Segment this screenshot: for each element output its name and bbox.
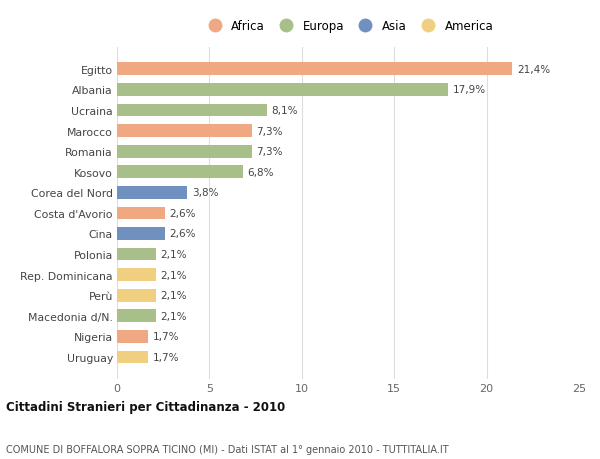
Bar — [117, 84, 448, 96]
Text: 17,9%: 17,9% — [452, 85, 485, 95]
Bar — [117, 351, 148, 364]
Text: 2,6%: 2,6% — [170, 229, 196, 239]
Text: 3,8%: 3,8% — [192, 188, 218, 198]
Text: 2,1%: 2,1% — [160, 270, 187, 280]
Bar — [117, 146, 252, 158]
Text: Cittadini Stranieri per Cittadinanza - 2010: Cittadini Stranieri per Cittadinanza - 2… — [6, 400, 285, 413]
Bar — [117, 125, 252, 138]
Bar — [117, 104, 266, 117]
Text: 7,3%: 7,3% — [257, 147, 283, 157]
Bar — [117, 166, 242, 179]
Text: 1,7%: 1,7% — [153, 353, 179, 362]
Bar — [117, 63, 512, 76]
Text: 2,1%: 2,1% — [160, 250, 187, 259]
Bar — [117, 310, 156, 323]
Bar — [117, 186, 187, 199]
Text: COMUNE DI BOFFALORA SOPRA TICINO (MI) - Dati ISTAT al 1° gennaio 2010 - TUTTITAL: COMUNE DI BOFFALORA SOPRA TICINO (MI) - … — [6, 444, 449, 454]
Bar — [117, 228, 165, 241]
Bar — [117, 289, 156, 302]
Bar — [117, 248, 156, 261]
Text: 8,1%: 8,1% — [271, 106, 298, 116]
Legend: Africa, Europa, Asia, America: Africa, Europa, Asia, America — [199, 16, 497, 36]
Bar — [117, 269, 156, 281]
Text: 21,4%: 21,4% — [517, 65, 550, 74]
Text: 2,1%: 2,1% — [160, 291, 187, 301]
Text: 6,8%: 6,8% — [247, 168, 274, 177]
Text: 7,3%: 7,3% — [257, 126, 283, 136]
Text: 1,7%: 1,7% — [153, 332, 179, 341]
Bar — [117, 330, 148, 343]
Bar — [117, 207, 165, 220]
Text: 2,6%: 2,6% — [170, 208, 196, 218]
Text: 2,1%: 2,1% — [160, 311, 187, 321]
